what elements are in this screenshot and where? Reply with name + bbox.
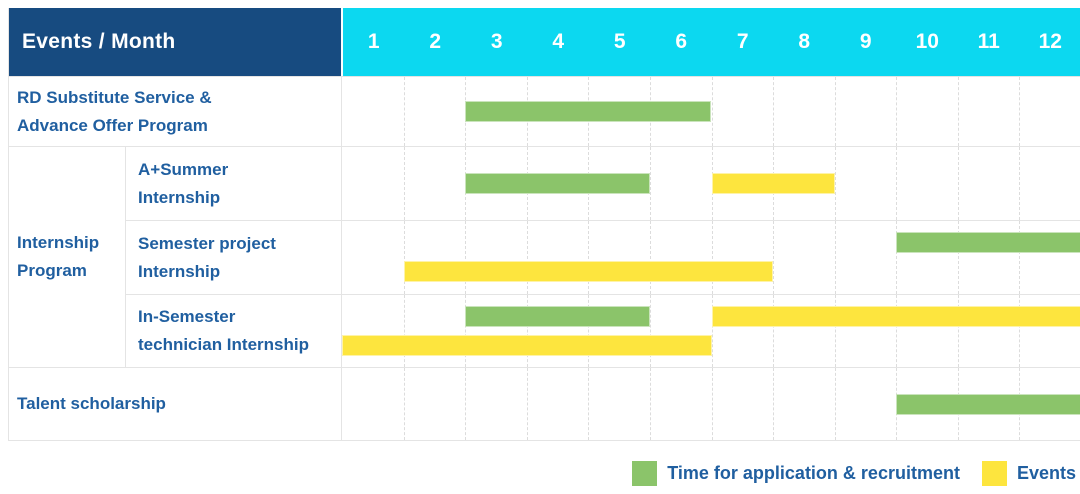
legend-item-recruitment: Time for application & recruitment	[632, 461, 960, 486]
month-header-row: 1 2 3 4 5 6 7 8 9 10 11 12	[341, 8, 1080, 76]
month-label: 11	[977, 30, 1000, 53]
month-gridline	[896, 221, 898, 294]
row-label-in-semester-technician-internship: In-Semester technician Internship	[125, 294, 341, 367]
month-label: 10	[915, 30, 939, 53]
row-label-talent-scholarship: Talent scholarship	[9, 367, 341, 440]
events-month-table: Events / Month 1 2 3 4 5 6 7 8 9 10 11 12 RD Substi…	[8, 8, 1080, 441]
legend-label-events: Events	[1016, 463, 1076, 483]
month-gridline	[834, 221, 836, 294]
month-gridline	[649, 221, 651, 294]
bar-events	[711, 306, 1080, 327]
month-gridline	[465, 295, 467, 367]
legend-item-events: Events	[981, 461, 1076, 486]
month-label: 1	[367, 30, 380, 53]
month-gridline	[1019, 295, 1021, 367]
month-gridline	[957, 147, 959, 220]
bar-application-recruitment	[465, 101, 712, 122]
month-gridline	[896, 147, 898, 220]
month-gridline	[834, 295, 836, 367]
bar-events	[342, 335, 712, 356]
bar-events	[403, 261, 774, 282]
month-gridline	[403, 295, 405, 367]
table-title: Events / Month	[9, 8, 341, 76]
group-label-a: Internship Program	[9, 146, 125, 367]
month-label: 3	[490, 30, 503, 53]
bar-events	[711, 173, 835, 194]
row-label-a-plus-summer-internship: A+Summer Internship	[125, 146, 341, 220]
month-gridline	[649, 147, 651, 220]
month-label: 5	[613, 30, 626, 53]
month-gridline	[465, 368, 467, 440]
month-gridline	[834, 147, 836, 220]
month-gridline	[957, 295, 959, 367]
month-label: 2	[429, 30, 442, 53]
month-gridline	[526, 221, 528, 294]
month-gridline	[526, 368, 528, 440]
legend-swatch-events	[981, 461, 1007, 486]
month-gridline	[896, 295, 898, 367]
month-gridline	[834, 368, 836, 440]
legend: Time for application & recruitment Events	[610, 461, 1076, 486]
month-label: 6	[675, 30, 688, 53]
row-label-semester-project-internship: Semester project Internship	[125, 220, 341, 294]
month-label: 7	[736, 30, 749, 53]
month-gridline	[588, 221, 590, 294]
month-gridline	[403, 77, 405, 146]
month-gridline	[465, 221, 467, 294]
month-label: 4	[552, 30, 565, 53]
month-gridline	[649, 368, 651, 440]
month-gridline	[1019, 221, 1021, 294]
month-gridline	[526, 295, 528, 367]
month-gridline	[649, 295, 651, 367]
bar-application-recruitment	[465, 173, 650, 194]
month-gridline	[711, 221, 713, 294]
gantt-row-rd-substitute-service	[341, 76, 1080, 146]
gantt-row-a-plus-summer-internship	[341, 146, 1080, 220]
month-label: 8	[798, 30, 811, 53]
month-gridline	[588, 295, 590, 367]
month-gridline	[896, 77, 898, 146]
month-gridline	[1019, 77, 1021, 146]
month-label: 12	[1038, 30, 1062, 53]
month-gridline	[957, 221, 959, 294]
month-gridline	[711, 295, 713, 367]
gantt-row-in-semester-technician-internship	[341, 294, 1080, 367]
gantt-row-talent-scholarship	[341, 367, 1080, 440]
bar-application-recruitment	[896, 232, 1080, 253]
bar-application-recruitment	[896, 393, 1080, 415]
gantt-row-semester-project-internship	[341, 220, 1080, 294]
month-gridline	[773, 221, 775, 294]
month-gridline	[1019, 147, 1021, 220]
legend-label-recruitment: Time for application & recruitment	[667, 463, 960, 483]
month-label: 9	[859, 30, 872, 53]
month-gridline	[711, 77, 713, 146]
month-gridline	[403, 147, 405, 220]
month-gridline	[834, 77, 836, 146]
legend-swatch-recruitment	[632, 461, 658, 486]
month-gridline	[957, 77, 959, 146]
row-label-rd-substitute-service: RD Substitute Service & Advance Offer Pr…	[9, 76, 341, 146]
month-gridline	[403, 368, 405, 440]
month-gridline	[711, 368, 713, 440]
month-gridline	[773, 368, 775, 440]
bar-application-recruitment	[465, 306, 650, 327]
month-gridline	[773, 295, 775, 367]
month-gridline	[773, 77, 775, 146]
month-gridline	[588, 368, 590, 440]
month-gridline	[403, 221, 405, 294]
